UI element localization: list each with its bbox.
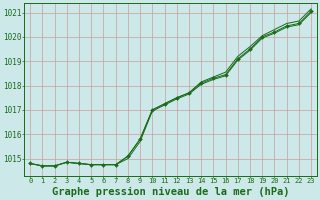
X-axis label: Graphe pression niveau de la mer (hPa): Graphe pression niveau de la mer (hPa) [52,187,289,197]
